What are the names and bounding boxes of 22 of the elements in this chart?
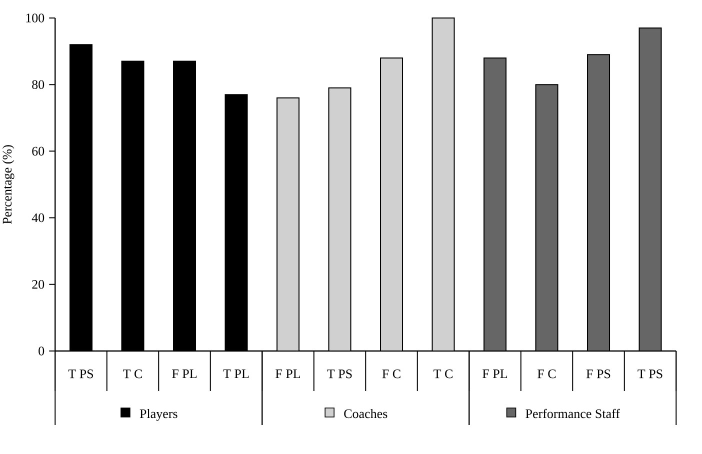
y-tick-label: 80 bbox=[32, 80, 44, 89]
y-tick-label: 0 bbox=[38, 346, 44, 356]
x-tick-label: F C bbox=[382, 370, 400, 378]
x-tick-label: T PS bbox=[327, 370, 352, 378]
x-tick-label: F C bbox=[538, 370, 556, 378]
legend-label: Performance Staff bbox=[526, 408, 620, 418]
x-tick-label: F PS bbox=[586, 370, 610, 378]
y-tick-label: 20 bbox=[32, 280, 44, 289]
legend-label: Coaches bbox=[344, 408, 388, 418]
x-tick-label: T PL bbox=[223, 370, 249, 378]
x-tick-label: F PL bbox=[172, 370, 197, 378]
x-tick-label: F PL bbox=[276, 370, 300, 378]
x-tick-label: F PL bbox=[482, 370, 508, 378]
x-tick-label: T PS bbox=[68, 370, 94, 378]
x-tick-label: T C bbox=[434, 370, 452, 378]
legend-label: Players bbox=[140, 408, 178, 421]
x-tick-label: T PS bbox=[638, 370, 662, 378]
y-tick-label: 100 bbox=[26, 14, 44, 22]
y-tick-label: 60 bbox=[32, 146, 44, 156]
x-tick-label: T C bbox=[123, 370, 142, 378]
y-tick-label: 40 bbox=[32, 213, 44, 222]
y-axis-title: Percentage (%) bbox=[2, 145, 14, 224]
